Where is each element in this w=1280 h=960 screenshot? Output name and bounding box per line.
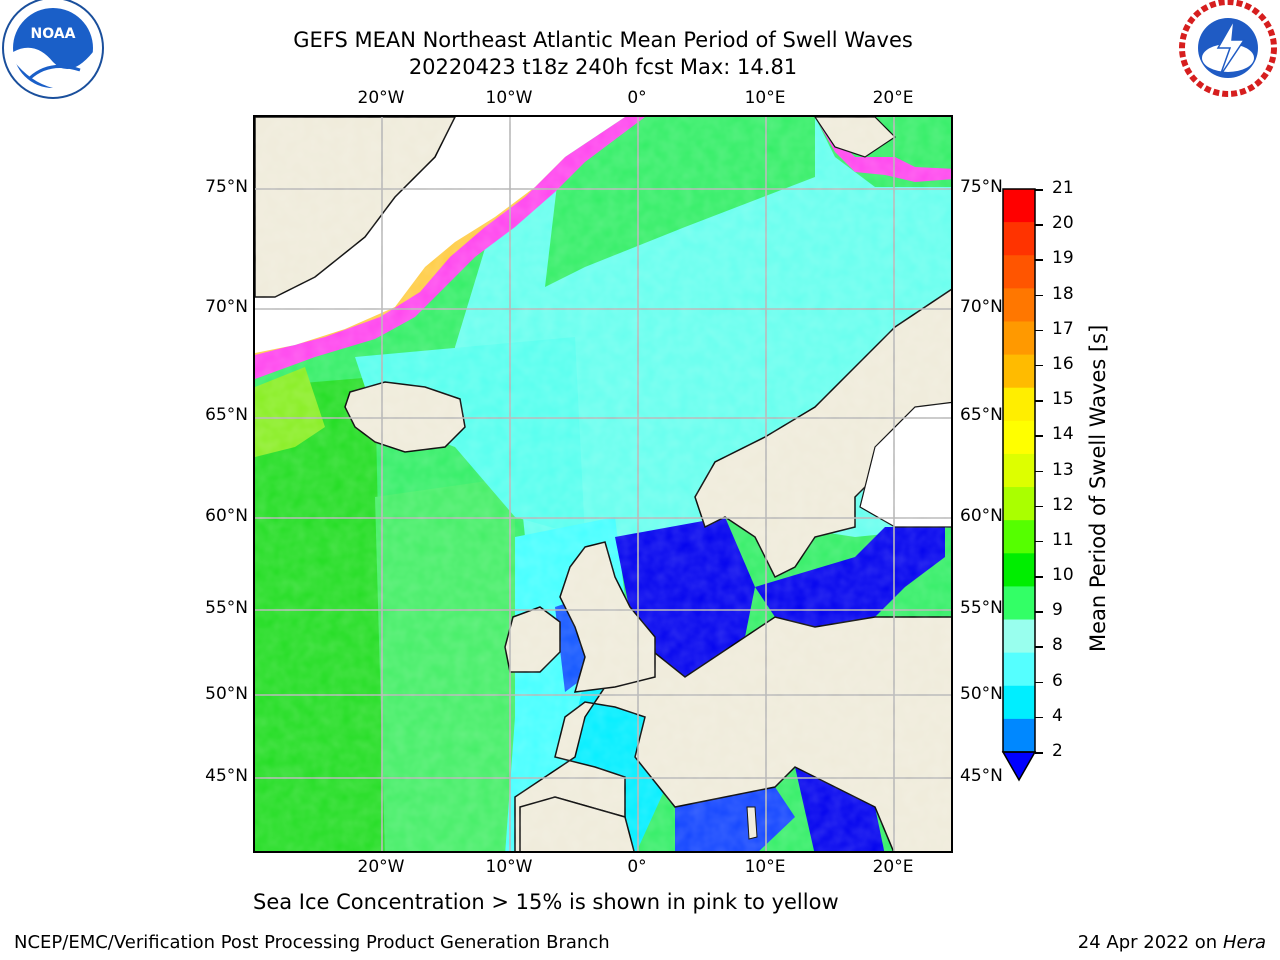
- colorbar-tick-label: 13: [1052, 459, 1074, 480]
- colorbar-tick-label: 8: [1052, 635, 1063, 656]
- lat-label-left: 65°N: [205, 405, 248, 425]
- colorbar-tick-mark: [1035, 470, 1043, 472]
- lon-label-top: 0°: [627, 88, 647, 108]
- colorbar-swatch: [1003, 222, 1035, 256]
- colorbar-swatch: [1003, 619, 1035, 654]
- colorbar-swatch: [1003, 553, 1035, 587]
- lat-label-left: 75°N: [205, 177, 248, 197]
- colorbar-swatch: [1003, 189, 1035, 223]
- sea-ice-note: Sea Ice Concentration > 15% is shown in …: [253, 890, 839, 914]
- map-subtitle: 20220423 t18z 240h fcst Max: 14.81: [408, 55, 798, 79]
- colorbar-tick-mark: [1035, 540, 1043, 543]
- colorbar-tick-mark: [1035, 611, 1043, 613]
- colorbar-tick-mark: [1035, 716, 1043, 719]
- lat-label-right: 45°N: [960, 766, 1003, 786]
- footer-credit: NCEP/EMC/Verification Post Processing Pr…: [14, 932, 610, 953]
- colorbar-tick-label: 20: [1052, 213, 1074, 234]
- lat-label-right: 55°N: [960, 598, 1003, 618]
- lat-label-left: 50°N: [205, 684, 248, 704]
- colorbar-tick-label: 6: [1052, 670, 1063, 691]
- lat-label-right: 60°N: [960, 506, 1003, 526]
- map-panel: [253, 115, 953, 853]
- lon-label-top: 20°W: [357, 88, 405, 108]
- colorbar-tick-mark: [1035, 435, 1043, 437]
- colorbar-swatch: [1003, 520, 1035, 554]
- lon-label-top: 20°E: [872, 88, 914, 108]
- lat-label-right: 50°N: [960, 684, 1003, 704]
- colorbar-tick-mark: [1035, 400, 1043, 402]
- colorbar-tick-mark: [1035, 681, 1043, 684]
- colorbar-tick-mark: [1035, 505, 1043, 508]
- colorbar-tick-mark: [1035, 294, 1043, 297]
- lon-label-bottom: 10°E: [744, 857, 786, 877]
- colorbar-tick-label: 21: [1052, 178, 1074, 198]
- noaa-logo: NOAA: [2, 0, 104, 99]
- colorbar-tick-label: 19: [1052, 248, 1074, 269]
- colorbar-swatch: [1003, 718, 1035, 753]
- nws-logo: [1179, 0, 1277, 97]
- colorbar-tick-mark: [1035, 752, 1043, 754]
- colorbar-tick-label: 10: [1052, 565, 1074, 586]
- lon-label-bottom: 20°W: [357, 857, 405, 877]
- colorbar-tick-mark: [1035, 329, 1043, 332]
- field-texture: [255, 117, 951, 851]
- lat-label-left: 45°N: [205, 766, 248, 786]
- colorbar-swatch: [1003, 387, 1035, 422]
- lon-label-top: 10°E: [744, 88, 786, 108]
- colorbar-tick-label: 18: [1052, 283, 1074, 304]
- lat-label-right: 70°N: [960, 297, 1003, 317]
- colorbar-extend-arrow: [1001, 751, 1037, 782]
- lon-label-top: 10°W: [485, 88, 533, 108]
- colorbar-tick-label: 17: [1052, 318, 1074, 339]
- colorbar-swatch: [1003, 288, 1035, 322]
- colorbar-tick-label: 12: [1052, 494, 1074, 515]
- colorbar-tick-label: 2: [1052, 741, 1063, 761]
- colorbar-title: Mean Period of Swell Waves [s]: [1086, 324, 1110, 652]
- lat-label-right: 65°N: [960, 405, 1003, 425]
- colorbar-swatch: [1003, 487, 1035, 521]
- colorbar-swatch: [1003, 420, 1035, 455]
- colorbar-swatch: [1003, 453, 1035, 488]
- colorbar-tick-mark: [1035, 224, 1043, 226]
- lat-label-left: 55°N: [205, 598, 248, 618]
- colorbar-tick-mark: [1035, 576, 1043, 578]
- colorbar-tick-mark: [1035, 189, 1043, 191]
- lon-label-bottom: 20°E: [872, 857, 914, 877]
- lat-label-left: 60°N: [205, 506, 248, 526]
- colorbar-tick-label: 11: [1052, 529, 1074, 550]
- footer-date: 24 Apr 2022 on Hera: [1078, 932, 1266, 953]
- lon-label-bottom: 10°W: [485, 857, 533, 877]
- colorbar-tick-mark: [1035, 646, 1043, 648]
- colorbar-swatch: [1003, 685, 1035, 720]
- colorbar-tick-mark: [1035, 364, 1043, 367]
- colorbar-swatch: [1003, 652, 1035, 687]
- footer-date-text: 24 Apr 2022 on: [1077, 932, 1218, 953]
- footer-host: Hera: [1222, 932, 1266, 953]
- colorbar-swatch: [1003, 354, 1035, 389]
- colorbar-tick-label: 14: [1052, 424, 1074, 445]
- lon-label-bottom: 0°: [627, 857, 647, 877]
- map-canvas: [255, 117, 951, 851]
- svg-text:NOAA: NOAA: [31, 26, 76, 42]
- colorbar-tick-label: 16: [1052, 353, 1074, 374]
- lat-label-right: 75°N: [960, 177, 1003, 197]
- colorbar: [1001, 188, 1037, 782]
- colorbar-swatch: [1003, 321, 1035, 356]
- colorbar-swatch: [1003, 586, 1035, 621]
- colorbar-tick-label: 15: [1052, 389, 1074, 410]
- colorbar-tick-label: 9: [1052, 600, 1063, 621]
- colorbar-tick-mark: [1035, 259, 1043, 261]
- colorbar-swatch: [1003, 255, 1035, 289]
- colorbar-tick-label: 4: [1052, 705, 1063, 726]
- lat-label-left: 70°N: [205, 297, 248, 317]
- map-title: GEFS MEAN Northeast Atlantic Mean Period…: [293, 28, 913, 52]
